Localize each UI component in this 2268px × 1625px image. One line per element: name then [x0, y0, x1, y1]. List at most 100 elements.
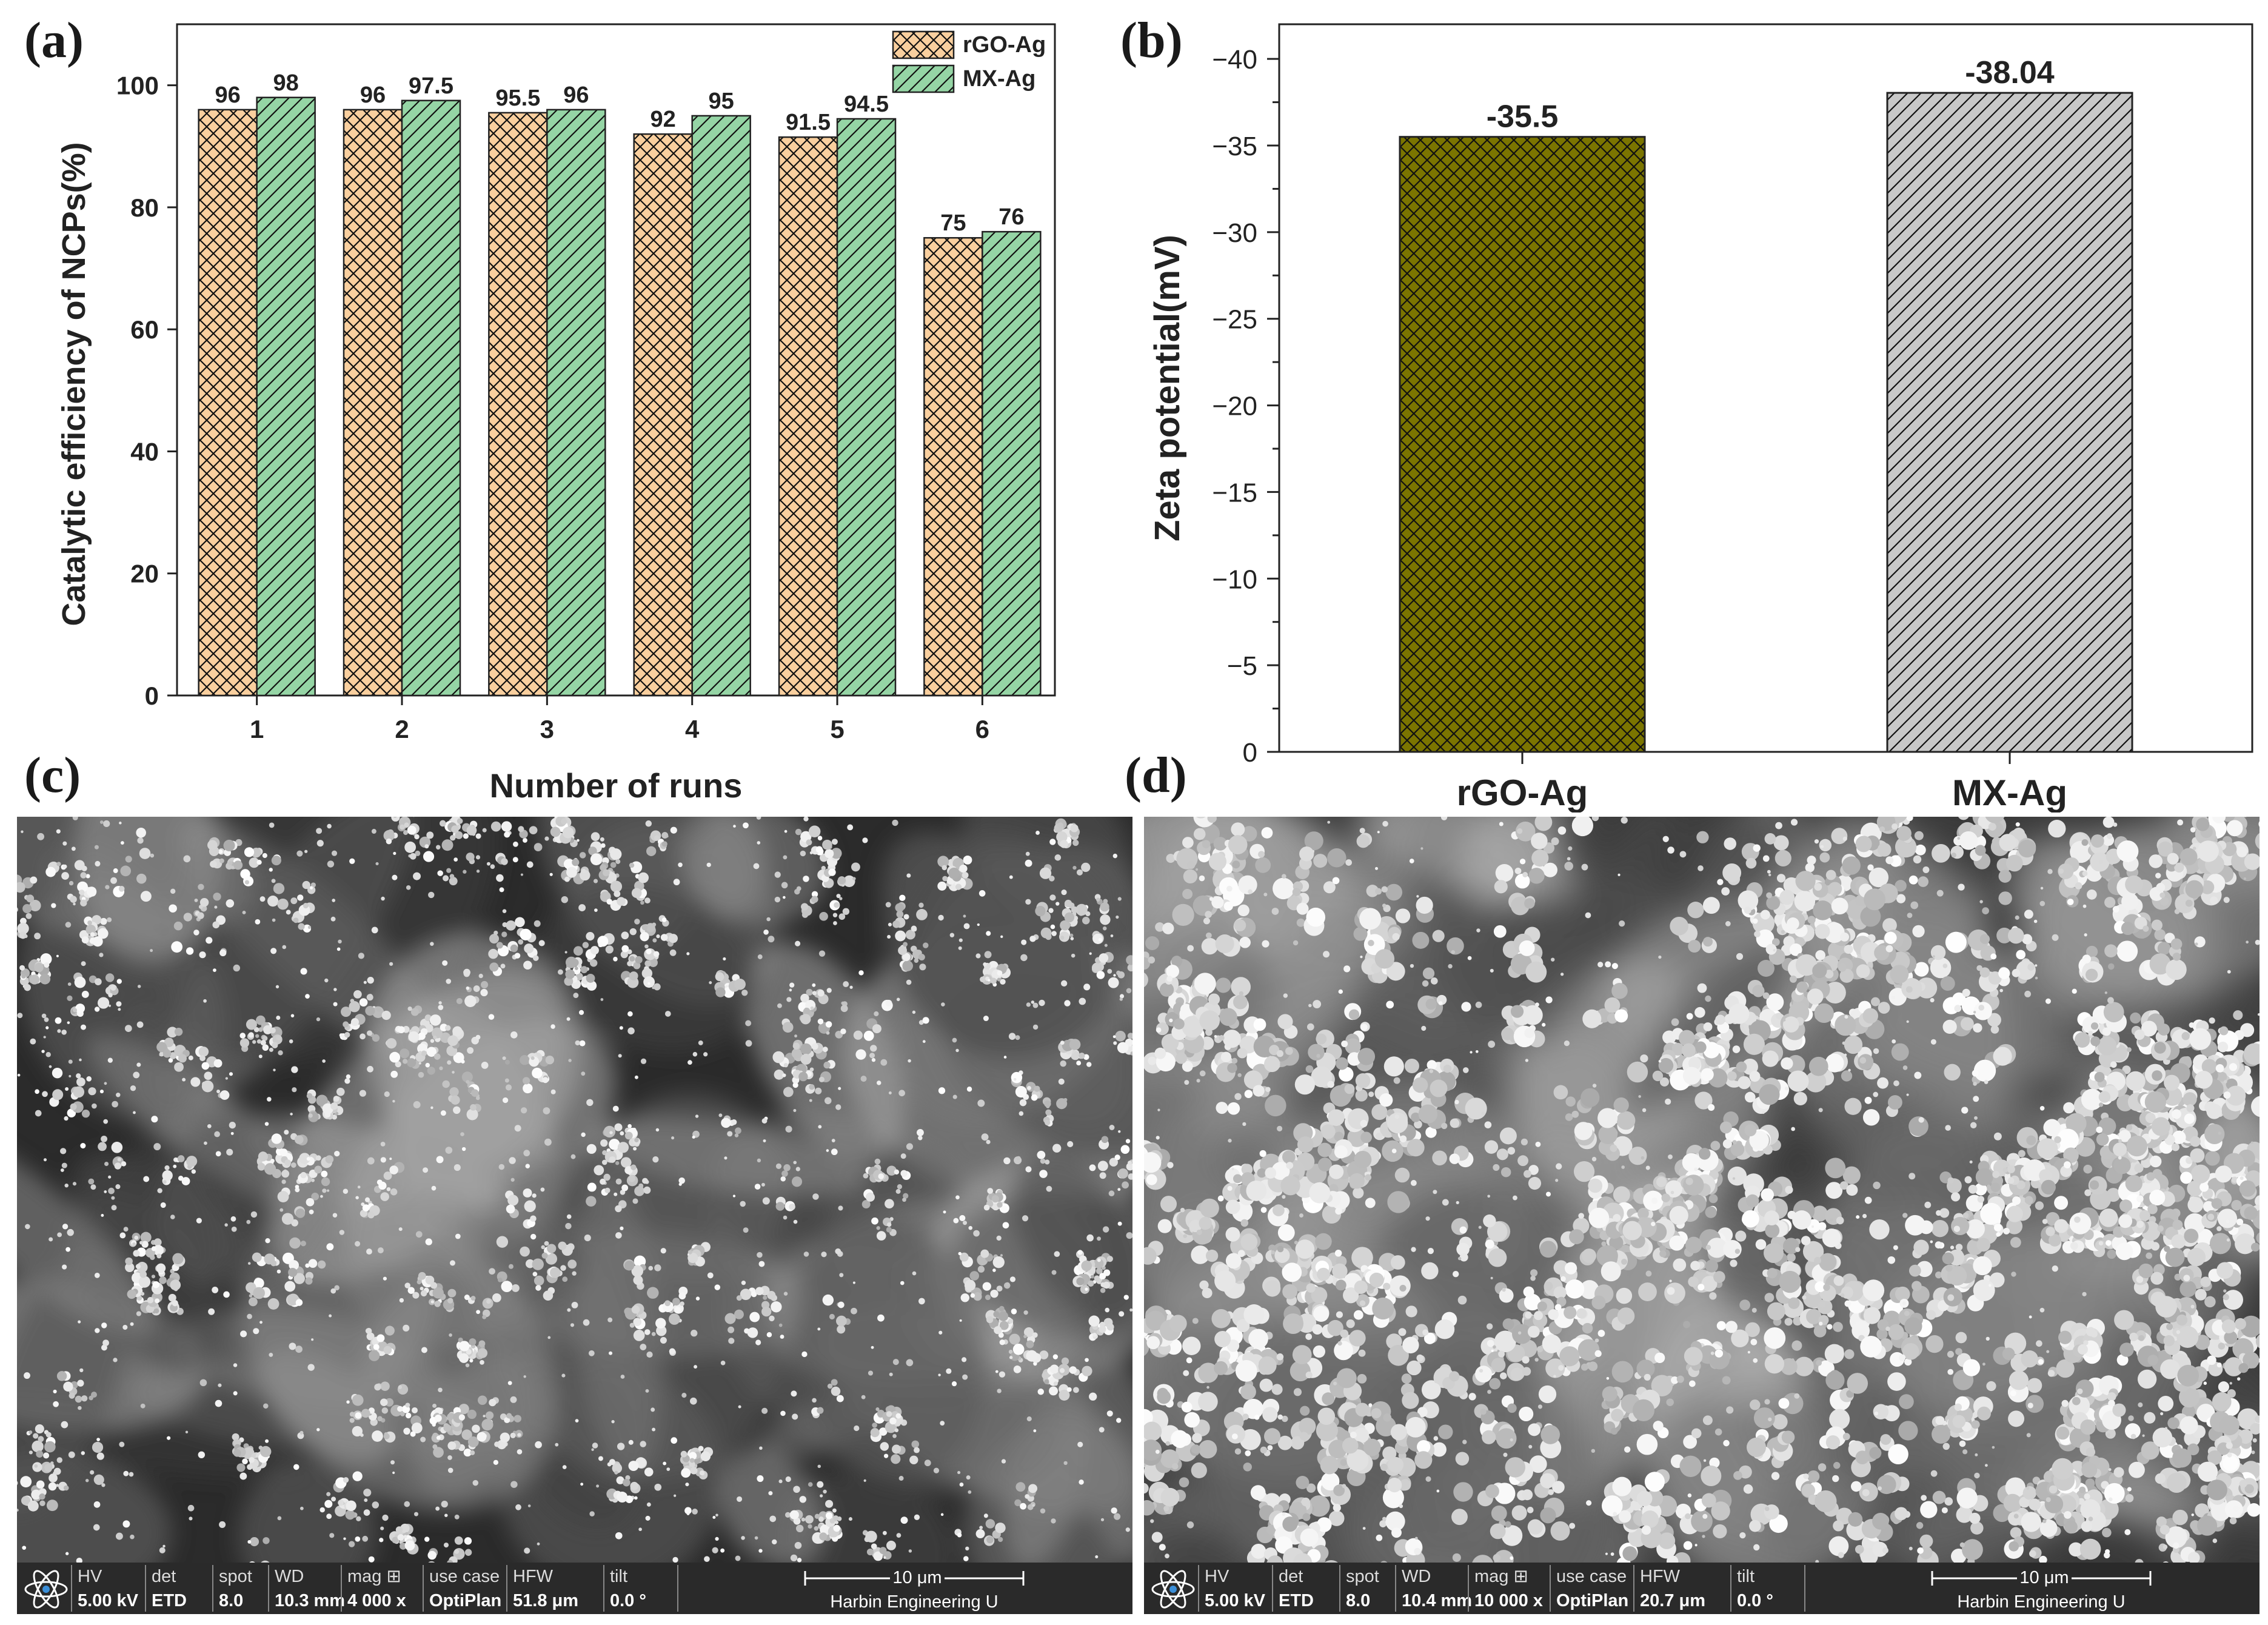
sem-particle	[885, 999, 892, 1007]
sem-particle	[1100, 1287, 1106, 1293]
sem-particle	[550, 1267, 561, 1278]
sem-dot	[777, 1003, 782, 1008]
sem-dot	[35, 1089, 39, 1094]
sem-particle	[1511, 1505, 1527, 1521]
sem-particle	[1094, 1258, 1104, 1269]
sem-particle	[434, 1301, 441, 1307]
sem-dot	[59, 1148, 67, 1154]
sem-dot	[540, 1187, 545, 1192]
sem-particle	[1456, 1242, 1470, 1256]
sem-dot	[720, 1548, 725, 1553]
bar-value-label: 94.5	[844, 92, 889, 117]
sem-particle	[1925, 1310, 1936, 1320]
sem-particle	[2218, 1381, 2229, 1393]
sem-particle	[270, 1159, 275, 1163]
sem-particle	[1499, 1127, 1517, 1145]
sem-particle	[1784, 1318, 1793, 1326]
sem-particle	[2207, 1355, 2216, 1365]
sem-particle	[306, 1093, 313, 1099]
sem-particle	[1998, 869, 2012, 883]
sem-particle	[1935, 1416, 1945, 1426]
sem-dot	[229, 1072, 233, 1076]
sem-particle	[999, 1371, 1006, 1378]
sem-particle	[2229, 1063, 2238, 1071]
sem-particle	[377, 1416, 383, 1421]
sem-particle	[1493, 1164, 1500, 1171]
sem-particle	[2234, 1318, 2246, 1330]
sem-dot	[740, 1201, 746, 1207]
sem-particle	[416, 1279, 422, 1285]
sem-particle	[446, 868, 452, 873]
sem-dot	[611, 1419, 615, 1424]
sem-particle	[2113, 1157, 2131, 1174]
sem-particle	[631, 1265, 644, 1278]
sem-particle	[603, 869, 610, 877]
sem-particle	[426, 1047, 437, 1057]
sem-particle	[2158, 1395, 2174, 1412]
sem-dot	[968, 1490, 972, 1494]
sem-dot	[334, 1150, 340, 1157]
sem-dot	[733, 825, 736, 828]
sem-particle	[633, 1330, 645, 1341]
sem-particle	[467, 1436, 479, 1447]
sem-particle	[393, 817, 397, 818]
sem-particle	[363, 1509, 370, 1516]
sem-particle	[1037, 1150, 1046, 1159]
sem-particle	[635, 956, 643, 964]
sem-dot	[267, 1097, 272, 1102]
sem-dot	[282, 945, 287, 950]
y-tick-label: 0	[1243, 738, 1257, 768]
sem-particle	[315, 1155, 321, 1161]
sem-dot	[833, 921, 837, 925]
sem-dot	[1049, 894, 1056, 901]
sem-particle	[1216, 977, 1231, 993]
sem-particle	[289, 1237, 301, 1249]
sem-particle	[565, 969, 575, 979]
sem-dot	[906, 979, 912, 985]
sem-dot	[1039, 999, 1045, 1007]
sem-particle	[534, 843, 543, 852]
sem-dot	[404, 1282, 410, 1288]
sem-particle	[105, 973, 115, 982]
sem-dot	[324, 978, 329, 983]
sem-particle	[295, 1185, 299, 1189]
sem-particle	[572, 859, 580, 866]
sem-particle	[1360, 1024, 1368, 1031]
sem-particle	[506, 1413, 512, 1419]
plot-frame	[176, 23, 1056, 697]
sem-dot	[173, 1164, 177, 1168]
sem-particle	[156, 1042, 167, 1053]
sem-dot	[162, 1180, 167, 1184]
sem-dot	[339, 1033, 344, 1037]
sem-dot	[389, 1158, 392, 1161]
sem-particle	[2022, 1486, 2037, 1500]
sem-particle	[959, 1252, 969, 1262]
sem-particle	[1070, 824, 1079, 833]
sem-particle	[360, 1210, 368, 1218]
sem-dot	[968, 1225, 972, 1230]
sem-dot	[65, 1247, 71, 1252]
y-tick-label: −40	[1212, 45, 1257, 75]
sem-dot	[933, 1467, 940, 1473]
sem-particle	[404, 841, 416, 853]
sem-particle	[412, 1292, 420, 1299]
sem-particle	[271, 1133, 282, 1144]
sem-particle	[1211, 1309, 1231, 1328]
sem-particle	[985, 1519, 995, 1529]
sem-dot	[67, 1228, 74, 1236]
sem-dot	[389, 962, 393, 966]
sem-particle	[1452, 1553, 1461, 1562]
sem-particle	[463, 869, 467, 874]
sem-particle	[316, 1094, 328, 1107]
sem-info-bar: HV 5.00 kV det ETD spot 8.0 WD 10.3 mm mag ⊞ 4 00…	[17, 1563, 1132, 1614]
sem-particle	[45, 1432, 52, 1438]
sem-particle	[652, 938, 657, 943]
sem-particle	[1015, 1086, 1027, 1098]
sem-particle	[17, 882, 25, 893]
sem-dot	[372, 1501, 380, 1509]
sem-particle	[969, 1271, 980, 1281]
sem-particle	[1977, 1406, 1991, 1421]
sem-particle	[1379, 1520, 1387, 1528]
sem-particle	[809, 1067, 814, 1072]
